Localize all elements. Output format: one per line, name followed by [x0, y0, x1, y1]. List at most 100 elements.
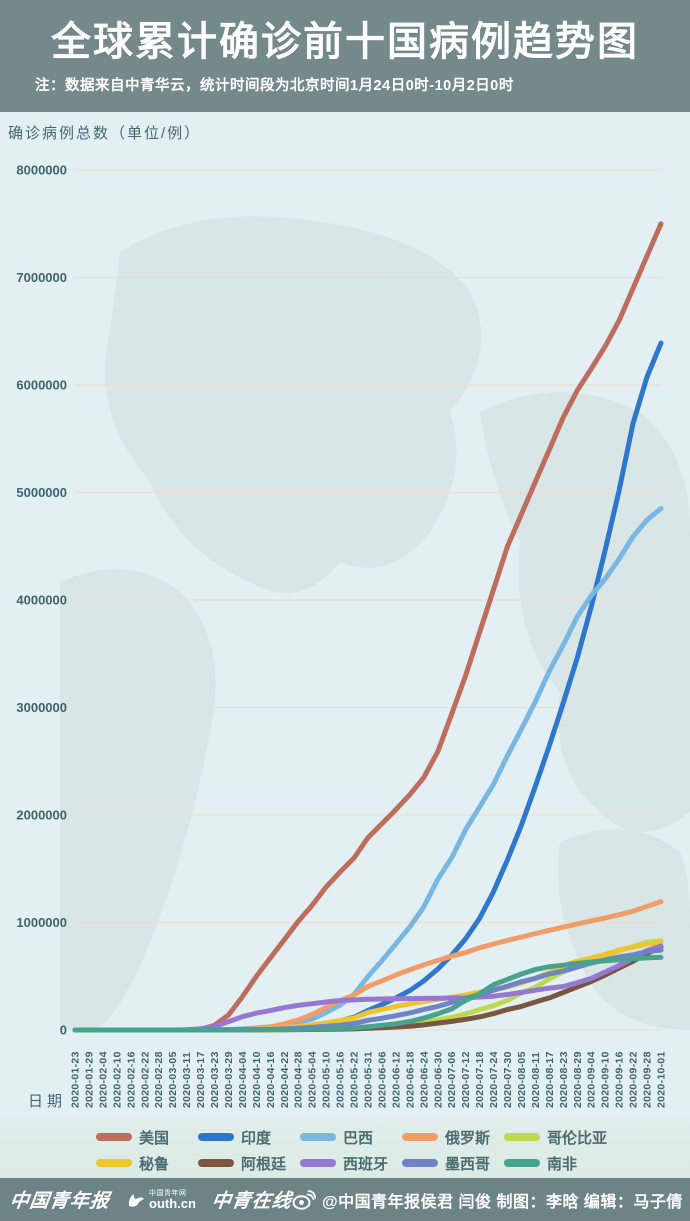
- x-tick-label: 2020-06-06: [376, 1051, 388, 1108]
- series-line-墨西哥: [72, 947, 664, 1033]
- x-tick-label: 2020-08-17: [544, 1051, 556, 1108]
- series-line-印度: [72, 340, 664, 1033]
- legend-label: 巴西: [343, 1129, 374, 1147]
- x-tick-label: 2020-05-31: [363, 1051, 375, 1108]
- legend-label: 印度: [241, 1129, 272, 1147]
- y-tick-label: 7000000: [16, 270, 67, 285]
- legend-label: 墨西哥: [445, 1155, 491, 1173]
- data-source-note: 注：数据来自中青华云，统计时间段为北京时间1月24日0时-10月2日0时: [35, 78, 514, 94]
- series-line-阿根廷: [72, 944, 664, 1033]
- x-tick-label: 2020-04-22: [279, 1051, 291, 1108]
- x-tick-label: 2020-05-22: [349, 1051, 361, 1108]
- china-youth-daily-logo: 中国青年报: [8, 1191, 112, 1212]
- x-tick-label: 2020-03-17: [195, 1051, 207, 1108]
- legend-swatch: [504, 1159, 540, 1167]
- legend-swatch: [96, 1133, 132, 1141]
- y-tick-label: 5000000: [16, 485, 67, 500]
- x-tick-label: 2020-02-28: [153, 1051, 165, 1108]
- dove-icon: [128, 1193, 145, 1207]
- x-tick-label: 2020-06-30: [432, 1051, 444, 1108]
- legend-rows: 美国 印度 巴西 俄罗斯 哥伦比亚秘鲁 阿根廷 西班牙 墨西哥 南非: [96, 1124, 608, 1176]
- legend-swatch: [504, 1133, 540, 1141]
- legend-item: 巴西: [300, 1124, 402, 1150]
- y-axis-tick-labels: 0 1000000 2000000 3000000 4000000 5000000 6000…: [16, 163, 67, 1038]
- trend-line-chart: 0 1000000 2000000 3000000 4000000 5000000 6000…: [16, 163, 690, 1108]
- legend-label: 秘鲁: [139, 1155, 170, 1173]
- x-tick-label: 2020-07-06: [446, 1051, 458, 1108]
- legend-label: 西班牙: [343, 1155, 389, 1173]
- x-tick-label: 2020-09-04: [586, 1051, 598, 1108]
- x-tick-label: 2020-09-10: [600, 1051, 612, 1108]
- x-tick-label: 2020-04-04: [237, 1051, 249, 1108]
- legend-label: 俄罗斯: [445, 1129, 491, 1147]
- series-lines: [72, 221, 664, 1033]
- footer: 中国青年报 中国青年网 outh.cn 中青在线 @中国青年报侯君 闫俊 制图：…: [0, 1178, 690, 1221]
- x-tick-label: 2020-04-10: [251, 1051, 263, 1108]
- x-tick-label: 2020-05-04: [307, 1051, 319, 1108]
- legend-swatch: [96, 1159, 132, 1167]
- x-tick-label: 2020-09-22: [628, 1051, 640, 1108]
- x-tick-label: 2020-06-18: [404, 1051, 416, 1108]
- legend-swatch: [402, 1159, 438, 1167]
- y-tick-label: 1000000: [16, 915, 67, 930]
- y-tick-label: 0: [60, 1023, 67, 1038]
- youth-cn-main-label: outh.cn: [149, 1195, 196, 1211]
- legend-item: 俄罗斯: [402, 1124, 504, 1150]
- x-tick-label: 2020-03-29: [223, 1051, 235, 1108]
- page-title: 全球累计确诊前十国病例趋势图: [51, 20, 639, 64]
- x-tick-label: 2020-08-11: [530, 1052, 542, 1108]
- legend-label: 哥伦比亚: [547, 1129, 608, 1147]
- x-axis-title: 日期: [28, 1093, 67, 1110]
- legend: 美国 印度 巴西 俄罗斯 哥伦比亚秘鲁 阿根廷 西班牙 墨西哥 南非: [0, 1118, 690, 1178]
- y-tick-label: 3000000: [16, 700, 67, 715]
- header: 全球累计确诊前十国病例趋势图 注：数据来自中青华云，统计时间段为北京时间1月24…: [0, 0, 690, 112]
- x-tick-label: 2020-09-16: [614, 1051, 626, 1108]
- youth-cn-sub-label: 中国青年网: [149, 1189, 187, 1197]
- legend-item: 秘鲁: [96, 1150, 198, 1176]
- x-tick-label: 2020-03-05: [167, 1051, 179, 1108]
- weibo-icon: [292, 1189, 316, 1210]
- credit-wrap: @中国青年报侯君 闫俊 制图：李晗 编辑：马子倩: [292, 1188, 690, 1212]
- x-axis-tick-labels: 2020-01-23 2020-01-29 2020-02-04 2020-02-10…: [70, 1051, 668, 1108]
- x-tick-label: 2020-07-24: [488, 1051, 500, 1108]
- series-line-哥伦比亚: [72, 938, 664, 1033]
- y-tick-label: 4000000: [16, 593, 67, 608]
- x-tick-label: 2020-02-10: [111, 1051, 123, 1108]
- footer-logos: 中国青年报 中国青年网 outh.cn 中青在线: [0, 1186, 293, 1213]
- chart-section: 确诊病例总数（单位/例） 0 1000000 2000000 3000000 40000…: [0, 112, 690, 1118]
- x-tick-label: 2020-03-23: [209, 1051, 221, 1108]
- x-tick-label: 2020-05-10: [321, 1051, 333, 1108]
- x-tick-label: 2020-09-28: [642, 1051, 654, 1108]
- legend-item: 西班牙: [300, 1150, 402, 1176]
- legend-item: 阿根廷: [198, 1150, 300, 1176]
- series-line-美国: [72, 221, 664, 1033]
- legend-item: 哥伦比亚: [504, 1124, 608, 1150]
- legend-swatch: [198, 1159, 234, 1167]
- series-line-南非: [72, 954, 664, 1033]
- x-tick-label: 2020-04-28: [293, 1051, 305, 1108]
- series-line-俄罗斯: [72, 899, 664, 1033]
- legend-swatch: [198, 1133, 234, 1141]
- x-tick-label: 2020-01-29: [83, 1051, 95, 1108]
- x-tick-label: 2020-02-22: [139, 1051, 151, 1108]
- legend-swatch: [300, 1133, 336, 1141]
- youth-cn-logo: 中国青年网 outh.cn: [126, 1190, 196, 1210]
- y-tick-label: 8000000: [16, 163, 67, 178]
- x-tick-label: 2020-04-16: [265, 1051, 277, 1108]
- x-tick-label: 2020-07-18: [474, 1051, 486, 1108]
- series-line-巴西: [72, 506, 664, 1033]
- x-tick-label: 2020-05-16: [335, 1051, 347, 1108]
- legend-label: 美国: [139, 1129, 170, 1147]
- y-tick-label: 2000000: [16, 808, 67, 823]
- legend-label: 南非: [547, 1155, 578, 1173]
- x-tick-label: 2020-07-12: [460, 1051, 472, 1108]
- legend-item: 南非: [504, 1150, 606, 1176]
- gridlines: [75, 169, 661, 1031]
- y-axis-title: 确诊病例总数（单位/例）: [8, 125, 202, 142]
- x-tick-label: 2020-06-24: [418, 1051, 430, 1108]
- x-tick-label: 2020-08-05: [516, 1051, 528, 1108]
- series-line-西班牙: [72, 943, 664, 1033]
- legend-swatch: [300, 1159, 336, 1167]
- world-map-watermark: [60, 216, 690, 1030]
